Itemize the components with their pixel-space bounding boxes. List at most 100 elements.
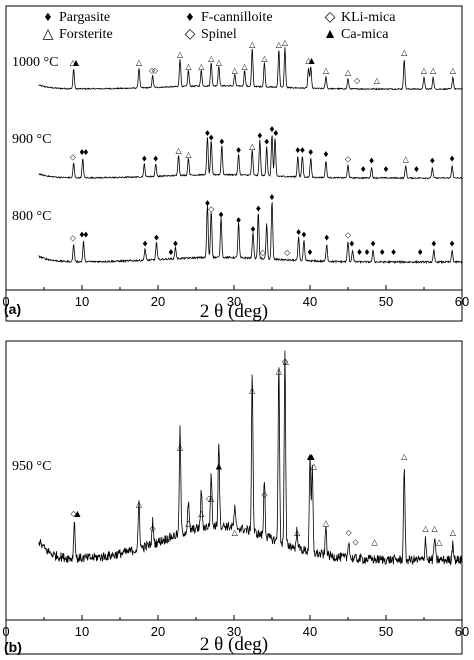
panel-a: ♦ Pargasite ♦ F-cannilloite ◇ KLi-mica △ Forste… xyxy=(2,5,469,322)
phase-marker: △ xyxy=(177,443,184,452)
x-tick-label: 10 xyxy=(75,624,89,639)
phase-marker: ◇ xyxy=(150,524,157,533)
phase-marker: △ xyxy=(177,50,184,59)
phase-marker: △ xyxy=(430,66,437,75)
phase-marker: ♦ xyxy=(82,231,89,240)
phase-marker: ▲ xyxy=(307,452,314,461)
series-label: 950 °C xyxy=(12,459,51,474)
series-label: 1000 °C xyxy=(12,55,58,70)
phase-marker: ♦ xyxy=(268,193,275,202)
phase-marker: ♦ xyxy=(390,248,397,257)
phase-marker: ◇ xyxy=(346,528,353,537)
phase-marker: △ xyxy=(208,494,215,503)
phase-marker: △ xyxy=(249,40,256,49)
phase-marker: △ xyxy=(422,524,429,533)
phase-marker: △ xyxy=(374,76,381,85)
legend-symbol: ▲ xyxy=(323,27,337,42)
phase-marker: ♦ xyxy=(323,234,330,243)
x-tick-label: 0 xyxy=(2,294,9,309)
phase-marker: ♦ xyxy=(449,239,456,248)
phase-marker: △ xyxy=(70,58,77,67)
legend-label: Ca-mica xyxy=(341,27,389,42)
phase-marker: ▲ xyxy=(73,58,80,67)
series-1: 1000 °C △▲ △◇◇△△ △△ △△ △△△△ △△▲△ △◇ △△△ △ △ xyxy=(12,38,463,91)
phase-marker: ◇ xyxy=(149,66,156,75)
phase-marker: ♦ xyxy=(235,216,242,225)
phase-marker: ♦ xyxy=(272,129,279,138)
x-tick-label: 30 xyxy=(227,294,241,309)
phase-marker: ◇ xyxy=(261,490,268,499)
legend-symbol: ♦ xyxy=(44,10,51,25)
xrd-trace xyxy=(38,47,463,91)
phase-marker: ◇ xyxy=(152,66,159,75)
phase-marker: ♦ xyxy=(263,138,270,147)
phase-marker: △ xyxy=(432,524,439,533)
x-tick-label: 10 xyxy=(75,294,89,309)
phase-marker: △ xyxy=(136,500,143,509)
phase-marker: ♦ xyxy=(430,239,437,248)
phase-marker: ♦ xyxy=(235,146,242,155)
phase-marker: ◇ xyxy=(353,538,360,547)
phase-marker: ♦ xyxy=(204,129,211,138)
phase-marker: ♦ xyxy=(360,165,367,174)
phase-marker: ♦ xyxy=(295,228,302,237)
phase-marker: ♦ xyxy=(255,205,262,214)
phase-marker: △ xyxy=(403,154,410,163)
phase-marker: △ xyxy=(185,150,192,159)
phase-marker: ♦ xyxy=(369,239,376,248)
phase-marker: △ xyxy=(294,528,301,537)
phase-marker: ♦ xyxy=(82,148,89,157)
phase-marker: △ xyxy=(305,56,312,65)
phase-marker: ◇ xyxy=(282,357,289,366)
phase-marker: △ xyxy=(232,528,239,537)
phase-marker: △ xyxy=(185,62,192,71)
phase-marker: ◇ xyxy=(284,248,291,257)
phase-marker: ◇ xyxy=(208,205,215,214)
phase-marker: ♦ xyxy=(299,146,306,155)
phase-marker: ◇ xyxy=(345,231,352,240)
phase-marker: ♦ xyxy=(449,154,456,163)
phase-marker: ◇ xyxy=(71,509,78,518)
xrd-trace xyxy=(38,350,463,566)
phase-marker: △ xyxy=(242,62,249,71)
phase-marker: △ xyxy=(450,528,457,537)
panel-b-tag: (b) xyxy=(4,639,22,655)
legend-label: F-cannilloite xyxy=(201,10,273,25)
phase-marker: ◇ xyxy=(70,234,77,243)
xrd-trace xyxy=(38,135,463,180)
panel-b-x-axis: 0 10 20 30 40 50 60 xyxy=(2,615,469,639)
phase-marker: ♦ xyxy=(413,165,420,174)
x-tick-label: 20 xyxy=(151,624,165,639)
phase-marker: ♦ xyxy=(256,131,263,140)
phase-marker: △ xyxy=(283,357,290,366)
phase-marker: △ xyxy=(311,462,318,471)
phase-marker: ♦ xyxy=(268,125,275,134)
phase-marker: ♦ xyxy=(294,146,301,155)
phase-marker: ♦ xyxy=(417,248,424,257)
phase-marker: ◇ xyxy=(206,494,213,503)
legend-label: Pargasite xyxy=(59,10,110,25)
phase-marker: △ xyxy=(175,146,182,155)
x-tick-label: 60 xyxy=(455,294,469,309)
phase-marker: ♦ xyxy=(153,234,160,243)
phase-marker: ♦ xyxy=(382,165,389,174)
phase-marker: △ xyxy=(323,66,330,75)
legend-symbol: ♦ xyxy=(186,10,193,25)
phase-marker: ▲ xyxy=(216,462,223,471)
phase-marker: △ xyxy=(421,66,428,75)
phase-marker: △ xyxy=(198,509,205,518)
x-tick-label: 40 xyxy=(303,624,317,639)
panel-b: 950 °C◇▲△◇△△△◇△▲△△◇△◇△△▲▲△△◇◇ △△△ △△△ 0 10 2… xyxy=(2,340,469,655)
phase-marker: △ xyxy=(401,452,408,461)
panel-b-frame xyxy=(5,340,463,655)
phase-marker: ♦ xyxy=(368,157,375,166)
panel-b-curves: 950 °C◇▲△◇△△△◇△▲△△◇△◇△△▲▲△△◇◇ △△△ △△△ xyxy=(12,350,463,566)
phase-marker: ♦ xyxy=(78,148,85,157)
phase-marker: △ xyxy=(436,538,443,547)
phase-marker: △ xyxy=(208,54,215,63)
phase-marker: ♦ xyxy=(249,225,256,234)
panel-a-curves: 1000 °C △▲ △◇◇△△ △△ △△ △△△△ △△▲△ △◇ △△△ △ △900 °C◇… xyxy=(12,38,463,265)
phase-marker: ♦ xyxy=(322,150,329,159)
phase-marker: ◇ xyxy=(345,154,352,163)
